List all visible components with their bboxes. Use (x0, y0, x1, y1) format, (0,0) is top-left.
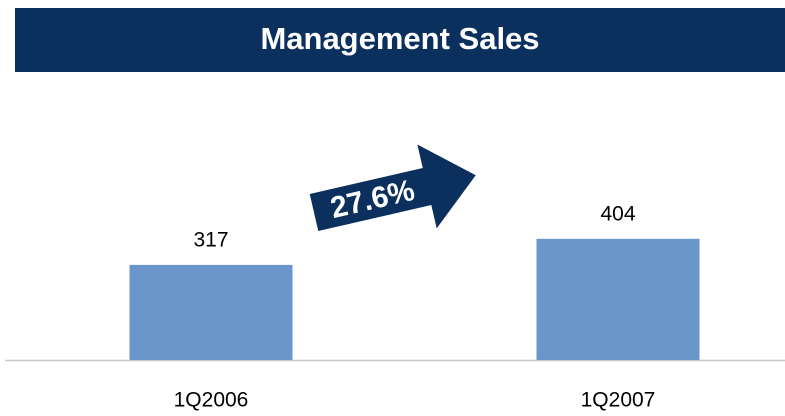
value-label: 404 (600, 202, 635, 225)
growth-arrow: 27.6% (309, 144, 476, 232)
x-tick-label: 1Q2006 (174, 389, 249, 412)
title-banner (15, 8, 785, 72)
bar (536, 238, 700, 360)
x-tick-label: 1Q2007 (581, 389, 656, 412)
bar (129, 264, 293, 360)
value-label: 317 (193, 228, 228, 251)
arrow-shape (309, 144, 476, 232)
chart-title: Management Sales (260, 21, 539, 56)
